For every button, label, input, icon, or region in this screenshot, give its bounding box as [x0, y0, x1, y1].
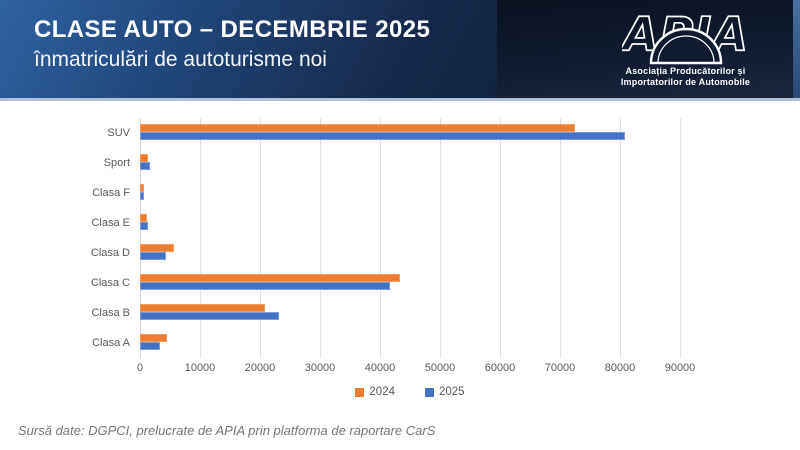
bar-2025-clasa-e: [140, 222, 149, 230]
title-block: CLASE AUTO – DECEMBRIE 2025 înmatriculăr…: [34, 16, 430, 72]
legend-label: 2025: [439, 386, 465, 398]
bar-2024-clasa-b: [140, 304, 265, 312]
gridline: [380, 118, 381, 358]
bar-2025-clasa-a: [140, 342, 161, 350]
category-label: Clasa A: [92, 337, 130, 349]
bar-2025-clasa-c: [140, 282, 391, 290]
bar-row: Clasa C: [91, 268, 680, 298]
category-label: Clasa E: [91, 217, 130, 229]
bar-2024-clasa-e: [140, 214, 147, 222]
apia-logo-text-line2: Importatorilor de Automobile: [620, 77, 751, 87]
bar-2024-clasa-a: [140, 334, 167, 342]
source-note: Sursă date: DGPCI, prelucrate de APIA pr…: [18, 423, 436, 438]
bar-chart: SUV Sport Clasa F Clasa E Clasa D Clasa C Clas…: [0, 104, 800, 414]
apia-logo: APIA Asociația Producătorilor și Importa…: [603, 8, 768, 88]
legend-item-2025: 2025: [425, 386, 465, 398]
x-tick-label: 60000: [484, 362, 516, 374]
apia-logo-icon: APIA: [622, 8, 748, 65]
header-gradient-panel: [0, 0, 497, 98]
x-tick-label: 30000: [304, 362, 336, 374]
category-label: Clasa F: [92, 187, 130, 199]
x-axis: 0 10000 20000 30000 40000 50000 60000 70000 8000…: [136, 362, 695, 376]
bar-2024-clasa-c: [140, 274, 400, 282]
category-label: Sport: [103, 157, 130, 169]
gridline: [500, 118, 501, 358]
bar-2024-clasa-d: [140, 244, 174, 252]
gridline: [320, 118, 321, 358]
bar-2024-suv: [140, 124, 575, 132]
gridline: [200, 118, 201, 358]
bar-row: Clasa F: [92, 178, 680, 208]
bar-2025-clasa-b: [140, 312, 280, 320]
x-tick-label: 10000: [184, 362, 216, 374]
gridline: [140, 118, 141, 358]
legend-swatch-2024: [355, 387, 365, 397]
bar-row: Clasa A: [92, 328, 680, 358]
x-tick-label: 80000: [604, 362, 636, 374]
bar-2024-clasa-f: [140, 184, 144, 192]
bar-row: Clasa B: [91, 298, 680, 328]
legend-item-2024: 2024: [355, 386, 395, 398]
bar-2025-clasa-f: [140, 192, 145, 200]
category-label: SUV: [107, 127, 130, 139]
x-tick-label: 90000: [664, 362, 696, 374]
legend-label: 2024: [369, 386, 395, 398]
page-subtitle: înmatriculări de autoturisme noi: [34, 48, 327, 71]
bar-row: Sport: [104, 148, 680, 178]
x-tick-label: 0: [136, 362, 144, 374]
x-tick-label: 20000: [244, 362, 276, 374]
header-right-edge-strip: [793, 0, 800, 98]
header-banner: CLASE AUTO – DECEMBRIE 2025 înmatriculăr…: [0, 0, 800, 101]
bar-row: Clasa E: [91, 208, 680, 238]
category-label: Clasa D: [90, 247, 130, 259]
header-dark-panel: [497, 0, 800, 98]
category-label: Clasa B: [91, 307, 130, 319]
bar-row: SUV: [107, 118, 680, 148]
bar-row: Clasa D: [91, 238, 680, 268]
legend-swatch-2025: [425, 387, 434, 397]
chart-legend: 2024 2025: [140, 386, 680, 398]
apia-logo-text-line1: Asociația Producătorilor și: [625, 66, 746, 76]
gridline: [620, 118, 621, 358]
page-title: CLASE AUTO – DECEMBRIE 2025: [34, 16, 431, 43]
bar-2024-sport: [140, 154, 149, 162]
gridline: [260, 118, 261, 358]
bar-2025-clasa-d: [140, 252, 167, 260]
gridline: [440, 118, 441, 358]
bar-2025-sport: [140, 162, 150, 170]
x-tick-label: 70000: [544, 362, 576, 374]
plot-area: SUV Sport Clasa F Clasa E Clasa D Clasa C Clas…: [91, 118, 681, 358]
x-tick-label: 40000: [364, 362, 396, 374]
gridline: [560, 118, 561, 358]
x-tick-label: 50000: [424, 362, 456, 374]
category-label: Clasa C: [90, 277, 130, 289]
bar-2025-suv: [140, 132, 625, 140]
gridline: [680, 118, 681, 358]
